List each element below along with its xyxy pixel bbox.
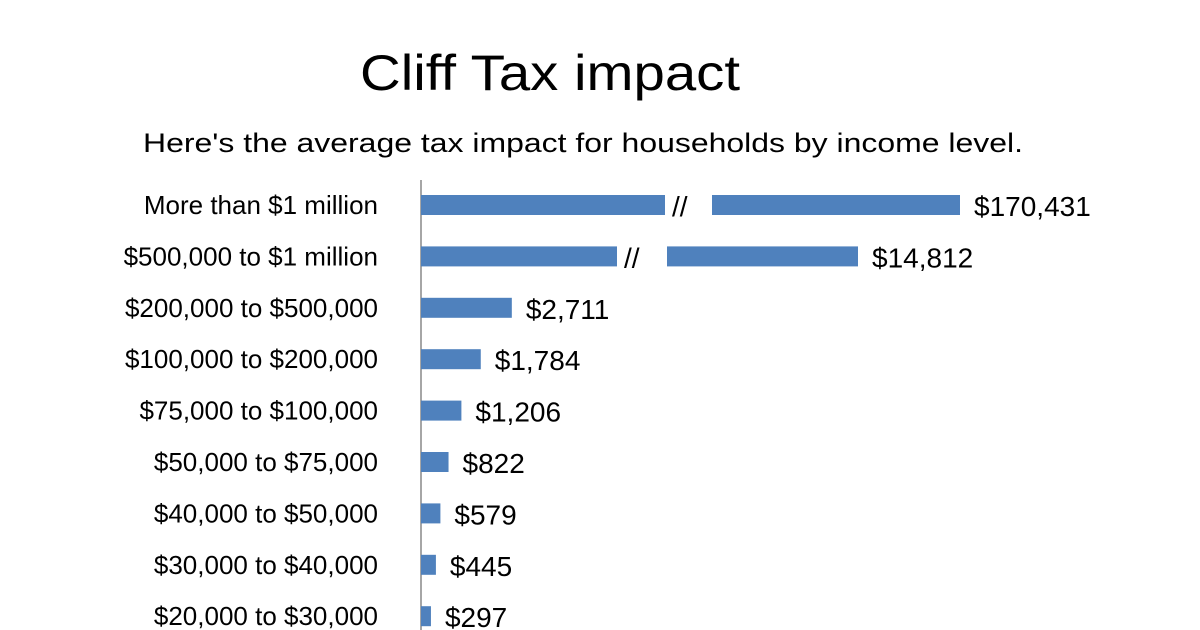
bar bbox=[667, 246, 858, 267]
bar bbox=[421, 349, 481, 370]
data-label: $14,812 bbox=[872, 242, 973, 273]
bar-segment bbox=[421, 246, 617, 267]
bar bbox=[421, 452, 449, 472]
data-label: $579 bbox=[454, 499, 516, 530]
category-label: $75,000 to $100,000 bbox=[139, 396, 378, 426]
data-label: $445 bbox=[450, 551, 512, 582]
data-label: $2,711 bbox=[526, 294, 610, 325]
category-label: $200,000 to $500,000 bbox=[125, 293, 378, 323]
axis-break-marker: // bbox=[624, 242, 640, 273]
bar bbox=[712, 195, 960, 215]
data-label: $1,206 bbox=[475, 397, 561, 428]
data-label: $170,431 bbox=[974, 191, 1091, 222]
bar bbox=[421, 606, 431, 627]
data-label: $822 bbox=[463, 448, 525, 479]
bar bbox=[421, 554, 436, 575]
bar bbox=[421, 297, 512, 318]
bar bbox=[421, 503, 441, 524]
category-label: $50,000 to $75,000 bbox=[154, 447, 378, 477]
category-label: $30,000 to $40,000 bbox=[154, 550, 378, 580]
axis-break-marker: // bbox=[672, 191, 688, 222]
bar bbox=[421, 400, 462, 421]
bar-segment bbox=[421, 195, 665, 215]
category-label: $20,000 to $30,000 bbox=[154, 601, 378, 630]
data-label: $297 bbox=[445, 602, 507, 630]
chart-title: Cliff Tax impact bbox=[360, 45, 740, 101]
data-label: $1,784 bbox=[495, 345, 581, 376]
category-label: $100,000 to $200,000 bbox=[125, 344, 378, 374]
category-label: More than $1 million bbox=[144, 190, 378, 220]
chart-subtitle: Here's the average tax impact for househ… bbox=[143, 128, 1023, 158]
category-label: $40,000 to $50,000 bbox=[154, 498, 378, 528]
category-label: $500,000 to $1 million bbox=[124, 241, 378, 271]
